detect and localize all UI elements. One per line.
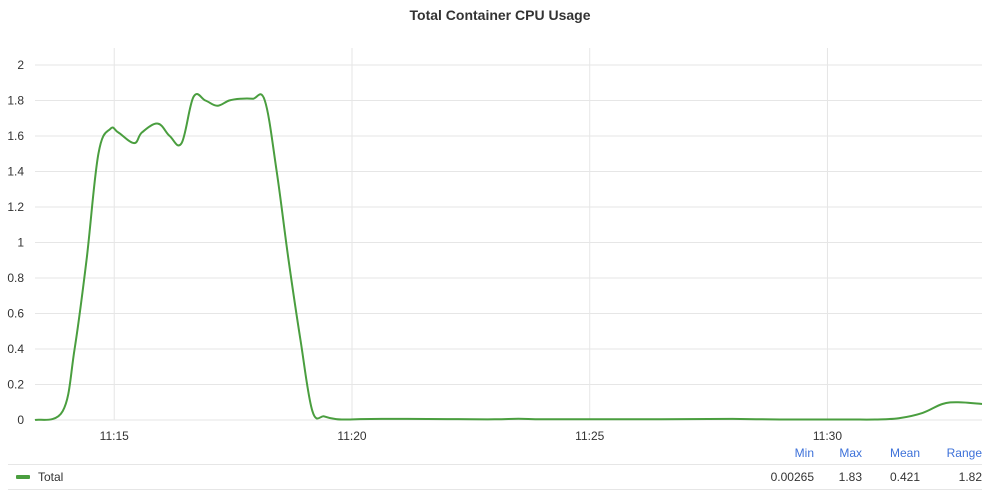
legend-value-max: 1.83 [838,470,862,484]
y-tick-label: 0.4 [7,342,24,356]
legend-header: Min Max Mean Range [742,446,982,460]
y-tick-label: 1.4 [7,165,24,179]
legend-header-mean[interactable]: Mean [889,446,920,460]
y-tick-label: 0.6 [7,307,24,321]
y-tick-label: 1.8 [7,94,24,108]
x-tick-label: 11:20 [337,429,366,440]
grid [35,48,982,421]
legend-value-range: 1.82 [958,470,982,484]
y-tick-label: 0.2 [7,378,24,392]
chart-title: Total Container CPU Usage [409,7,591,23]
y-tick-label: 1.2 [7,200,24,214]
x-axis: 11:15 11:20 11:25 11:30 [100,429,843,440]
legend-value-min: 0.00265 [770,470,814,484]
y-tick-label: 1 [17,236,24,250]
x-tick-label: 11:25 [575,429,604,440]
line-chart[interactable]: 00.20.40.60.811.21.41.61.82 11:15 11:20 11… [0,0,1000,440]
legend-header-max[interactable]: Max [839,446,862,460]
legend-header-range[interactable]: Range [946,446,982,460]
series-layer [34,93,983,421]
y-tick-label: 0 [17,413,24,427]
legend-series-name[interactable]: Total [38,470,64,484]
legend-value-mean: 0.421 [889,470,920,484]
legend-row-total[interactable]: Total 0.00265 1.83 0.421 1.82 [8,464,982,490]
y-tick-label: 0.8 [7,271,24,285]
y-tick-label: 1.6 [7,129,24,143]
series-line-total [34,93,983,421]
y-axis: 0 0.2 0.4 0.6 0.8 1 1.2 1.4 1.6 1.8 2 [7,58,24,427]
legend-header-min[interactable]: Min [794,446,814,460]
legend-table: Min Max Mean Range Total 0.00265 1.83 0.… [0,440,1000,500]
x-tick-label: 11:30 [813,429,842,440]
y-tick-label: 2 [17,58,24,72]
series-color-swatch[interactable] [16,475,30,479]
x-tick-label: 11:15 [100,429,129,440]
